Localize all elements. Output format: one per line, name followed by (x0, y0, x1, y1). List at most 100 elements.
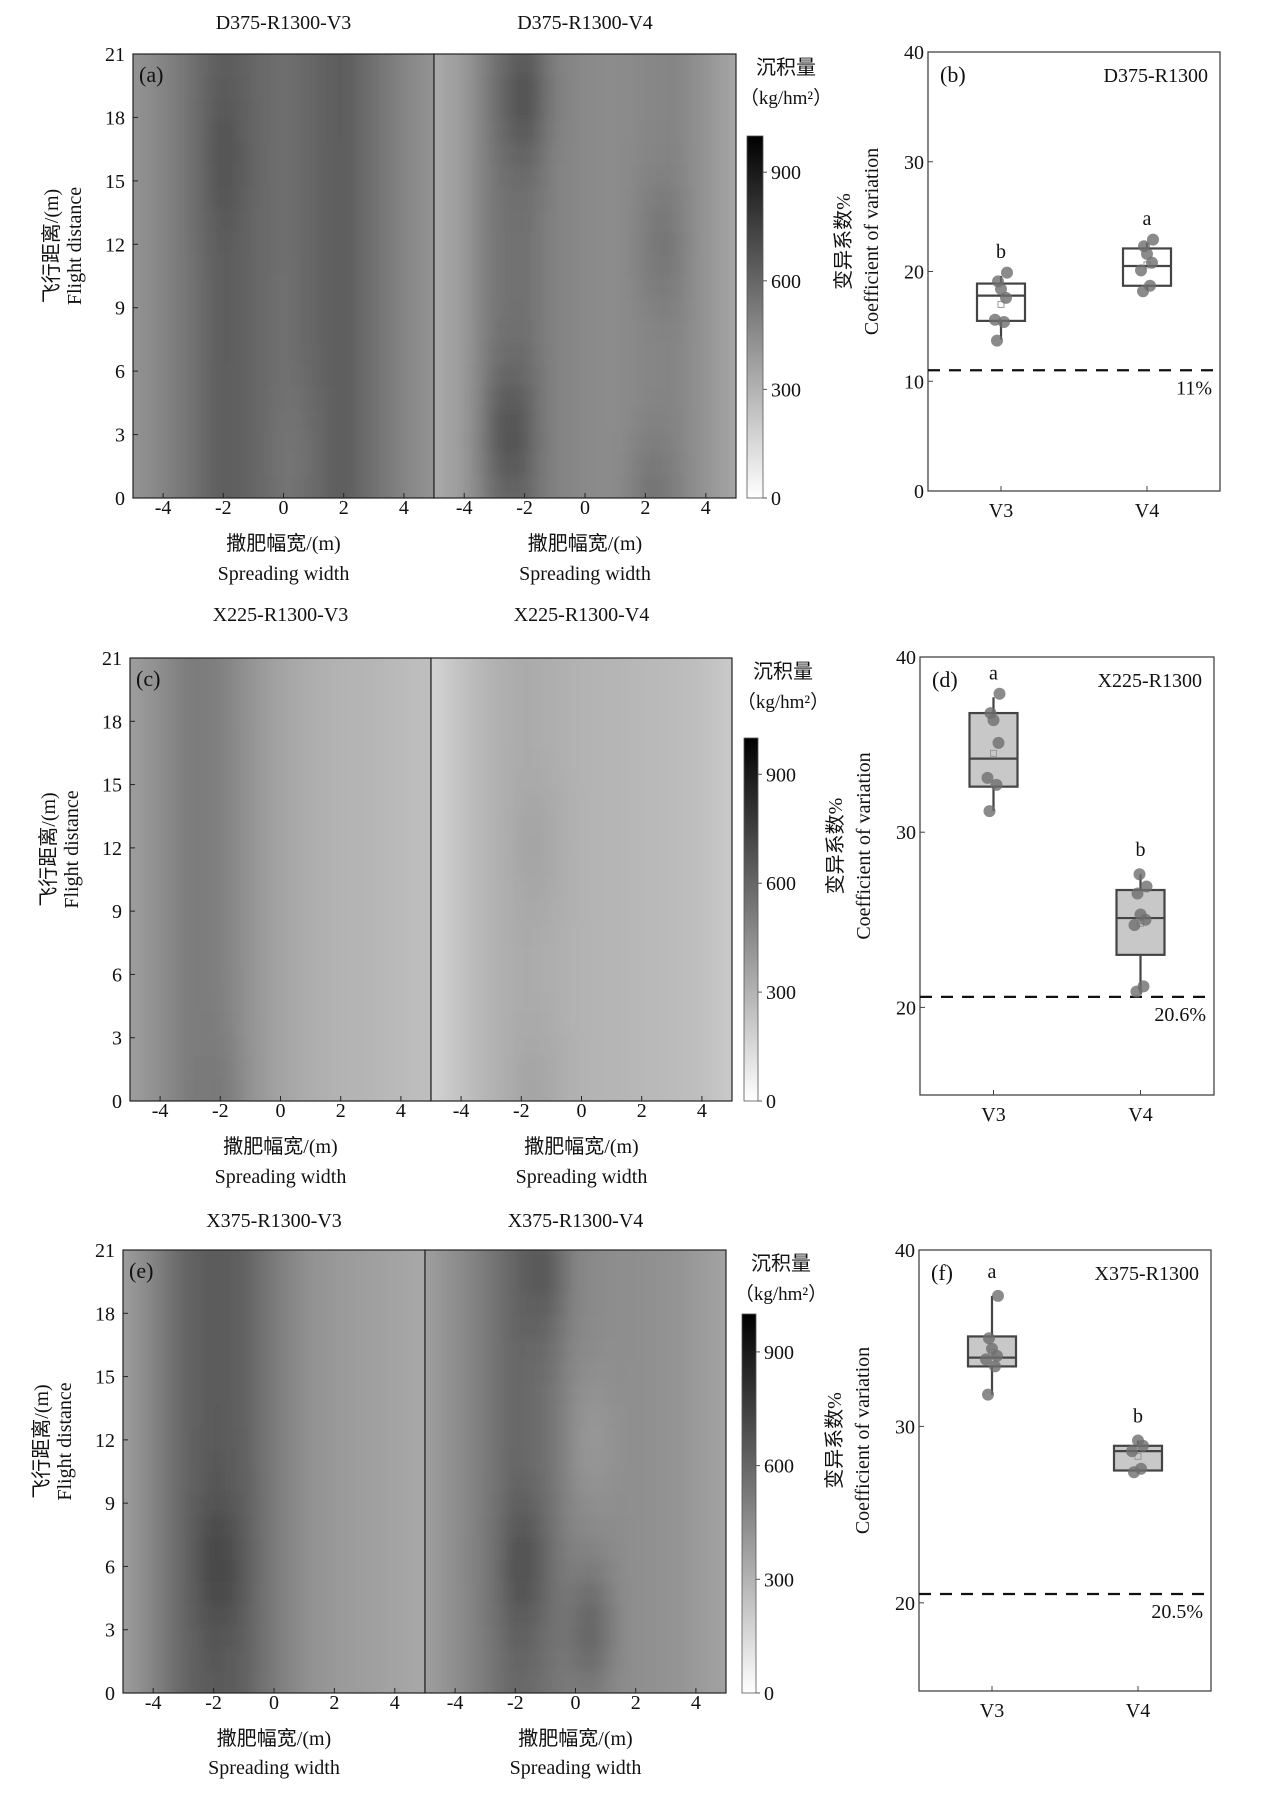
heatmap-cell (350, 923, 362, 947)
heatmap-cell (203, 54, 214, 77)
heatmap-cell (551, 702, 563, 726)
heatmap-cell (625, 1338, 637, 1362)
heatmap-cell (695, 1537, 707, 1561)
heatmap-cell (143, 364, 154, 388)
heatmap-cell (273, 431, 285, 455)
heatmap-cell (293, 120, 305, 144)
heatmap-cell (344, 1693, 355, 1716)
heatmap-cell (455, 1316, 466, 1340)
heatmap-cell (501, 658, 512, 659)
heatmap-cell (726, 1472, 737, 1495)
heatmap-cell (591, 746, 603, 770)
heatmap-cell (390, 680, 402, 703)
heatmap-cell (243, 76, 254, 99)
heatmap-cell (605, 120, 616, 144)
heatmap-cell (581, 680, 593, 703)
heatmap-cell (501, 702, 512, 726)
heatmap-cell (495, 1626, 506, 1650)
heatmap-cell (474, 342, 485, 366)
heatmap-cell (333, 187, 345, 210)
heatmap-cell (230, 923, 241, 947)
heatmap-cell (511, 945, 522, 969)
heatmap-cell (240, 790, 251, 814)
heatmap-cell (133, 409, 144, 432)
heatmap-cell (280, 680, 292, 703)
heatmap-cell (595, 54, 606, 77)
heatmap-cell (581, 835, 593, 858)
heatmap-cell (451, 813, 462, 836)
heatmap-cell (354, 1560, 366, 1583)
heatmap-cell (665, 54, 677, 77)
heatmap-cell (374, 1427, 386, 1450)
heatmap-cell (153, 475, 164, 498)
heatmap-cell (645, 298, 657, 321)
heatmap-cell (595, 276, 606, 299)
heatmap-cell (691, 658, 703, 681)
heatmap-cell (701, 968, 713, 991)
heatmap-cell (554, 387, 566, 410)
heatmap-cell (413, 76, 425, 99)
heatmap-cell (535, 1560, 546, 1583)
heatmap-cell (263, 1316, 275, 1340)
heatmap-cell (494, 54, 506, 55)
heatmap-cell (541, 857, 552, 881)
heatmap-cell (350, 990, 362, 1013)
heatmap-cell (364, 1493, 376, 1517)
heatmap-cell (575, 1272, 587, 1295)
heatmap-cell (675, 298, 687, 321)
heatmap-cell (515, 1648, 526, 1672)
heatmap-cell (140, 680, 151, 703)
heatmap-cell (153, 1382, 164, 1406)
heatmap-cell (491, 813, 502, 836)
heatmap-cell (525, 1272, 536, 1295)
heatmap-cell (514, 54, 526, 55)
heatmap-cell (253, 165, 265, 188)
heatmap-cell (585, 453, 596, 477)
heatmap-cell (403, 298, 415, 321)
heatmap-2-0 (123, 1250, 425, 1716)
heatmap-cell (243, 1626, 255, 1650)
heatmap-cell (454, 298, 465, 321)
heatmap-cell (383, 98, 395, 122)
heatmap-cell (193, 1250, 205, 1251)
heatmap-cell (655, 76, 667, 99)
heatmap-cell (153, 364, 164, 388)
heatmap-cell (571, 835, 583, 858)
heatmap-cell (435, 1471, 446, 1495)
heatmap-cell (130, 923, 141, 947)
heatmap-cell (133, 387, 134, 410)
heatmap-cell (721, 658, 732, 681)
heatmap-cell (233, 1427, 245, 1450)
heatmap-cell (330, 1034, 342, 1058)
heatmap-cell (705, 1405, 717, 1428)
heatmap-cell (444, 187, 455, 210)
heatmap-cell (394, 1560, 406, 1583)
heatmap-cell (611, 790, 623, 814)
heatmap-cell (153, 76, 164, 99)
y-tick-label: 6 (115, 361, 125, 383)
heatmap-cell (263, 1493, 275, 1517)
heatmap-cell (736, 121, 747, 144)
heatmap-cell (353, 475, 365, 498)
heatmap-cell (535, 1316, 546, 1340)
heatmap-cell (675, 276, 687, 299)
heatmap-cell (461, 968, 472, 991)
heatmap-cell (661, 968, 673, 991)
heatmap-cell (715, 298, 727, 321)
heatmap-cell (481, 945, 492, 969)
heatmap-cell (495, 1471, 506, 1495)
heatmap-cell (705, 1648, 717, 1672)
heatmap-cell (333, 231, 345, 255)
heatmap-cell (163, 364, 174, 388)
heatmap-cell (323, 475, 335, 498)
heatmap-cell (715, 1670, 726, 1693)
heatmap-cell (615, 165, 626, 188)
heatmap-cell (253, 1294, 265, 1318)
heatmap-cell (300, 813, 312, 836)
heatmap-cell (303, 142, 315, 166)
heatmap-cell (691, 968, 703, 991)
heatmap-cell (726, 1228, 737, 1251)
heatmap-cell (565, 1493, 577, 1517)
heatmap-cell (561, 658, 573, 659)
heatmap-cell (464, 54, 475, 77)
